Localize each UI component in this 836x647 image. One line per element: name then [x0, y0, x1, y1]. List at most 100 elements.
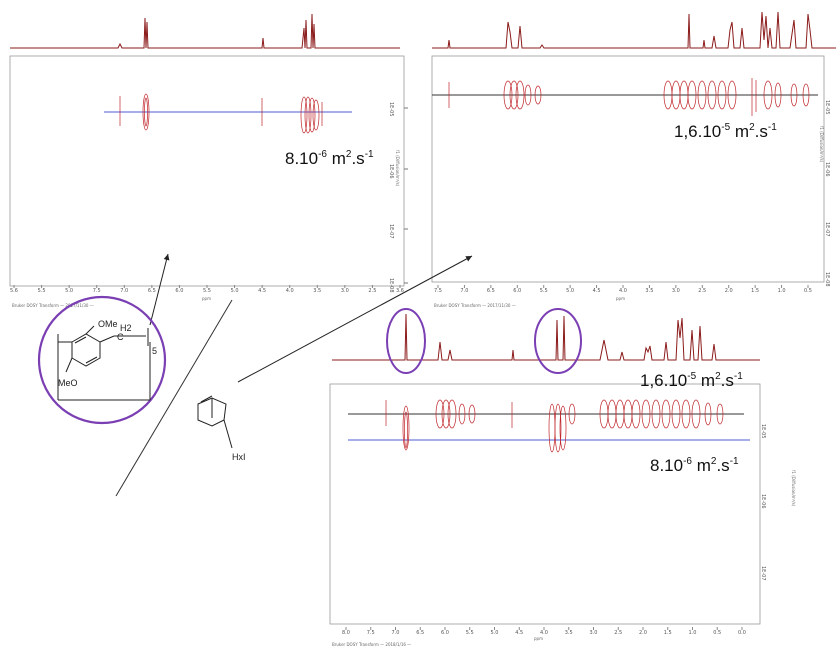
br-y-label: f1 (Diffusion/m²/s) — [791, 470, 796, 507]
x-tick-label: 4.0 — [286, 288, 294, 294]
x-tick-label: 5.0 — [65, 288, 73, 294]
tl-ytick-1: 1E-06 — [388, 164, 394, 179]
x-tick-label: 2.5 — [698, 288, 706, 294]
tr-x-label: ppm — [616, 296, 625, 301]
pillararene-n: 5 — [152, 346, 157, 356]
tl-footer: Bruker DOSY Transform — 2017/11/30 — — [12, 303, 94, 308]
x-tick-label: 7.5 — [93, 288, 101, 294]
tr-plot-frame — [431, 55, 825, 283]
br-ytick-2: 1E-07 — [760, 566, 766, 581]
x-tick-label: 6.5 — [148, 288, 156, 294]
pillararene-ch2: C — [117, 332, 124, 342]
x-tick-label: 5.5 — [203, 288, 211, 294]
panel-top-left: 1E-05 1E-06 1E-07 1E-08 f1 (Diffusion/m²… — [9, 13, 408, 308]
tr-ytick-1: 1E-06 — [824, 162, 830, 177]
arrows — [115, 253, 473, 497]
guest-label: HxI — [232, 452, 246, 462]
x-tick-label: 2.0 — [725, 288, 733, 294]
br-cross-peaks — [385, 399, 724, 453]
tr-cross-peaks — [448, 78, 810, 116]
x-tick-label: 4.0 — [619, 288, 627, 294]
tr-ytick-0: 1E-05 — [824, 100, 830, 115]
x-tick-label: 3.0 — [672, 288, 680, 294]
x-tick-label: 2.5 — [368, 288, 376, 294]
tr-y-label: f1 (Diffusion/m²/s) — [819, 126, 824, 163]
x-tick-label: 3.5 — [565, 630, 573, 636]
tr-y-ticks: 1E-05 1E-06 1E-07 1E-08 — [824, 100, 830, 287]
tl-1d-spectrum — [10, 13, 400, 49]
pillararene-ome-top: OMe — [98, 319, 118, 329]
tl-plot-frame — [9, 55, 405, 287]
x-tick-label: 0.0 — [738, 630, 746, 636]
br-footer: Bruker DOSY Transform — 2018/1/16 — — [332, 642, 411, 647]
x-tick-label: 5.0 — [231, 288, 239, 294]
x-tick-label: 5.0 — [491, 630, 499, 636]
x-tick-label: 0.5 — [713, 630, 721, 636]
pillararene-drawing — [57, 325, 151, 401]
x-tick-label: 6.5 — [487, 288, 495, 294]
br-x-ticks: 8.0 7.5 7.0 6.5 6.0 5.5 5.0 4.5 4.0 3.5 3.0 2.5 2.0 1… — [342, 627, 746, 636]
x-tick-label: 6.5 — [416, 630, 424, 636]
x-tick-label: 6.0 — [175, 288, 183, 294]
tl-x-ticks: 5.6 5.5 5.0 7.5 7.0 6.5 6.0 5.5 5.0 4.5 4.0 3.5 3.0 2… — [10, 285, 404, 294]
x-tick-label: 5.0 — [566, 288, 574, 294]
x-tick-label: 7.5 — [367, 630, 375, 636]
x-tick-label: 5.5 — [466, 630, 474, 636]
arrow-to-top-left — [149, 253, 170, 326]
pillararene-highlight-circle — [37, 295, 167, 425]
x-tick-label: 4.5 — [515, 630, 523, 636]
tl-x-label: ppm — [202, 296, 211, 301]
x-tick-label: 5.6 — [10, 288, 18, 294]
br-1d-spectrum — [332, 313, 760, 361]
x-tick-label: 5.5 — [540, 288, 548, 294]
br-highlight-circle-2 — [534, 308, 582, 374]
br-ytick-1: 1E-06 — [760, 494, 766, 509]
tl-y-label: f1 (Diffusion/m²/s) — [395, 150, 400, 187]
x-tick-label: 2.5 — [614, 630, 622, 636]
tr-ytick-3: 1E-08 — [824, 272, 830, 287]
tl-ytick-2: 1E-07 — [388, 224, 394, 239]
x-tick-label: 4.0 — [540, 630, 548, 636]
pillararene-structure: OMe MeO C H2 5 — [37, 295, 167, 425]
x-tick-label: 3.5 — [313, 288, 321, 294]
x-tick-label: 6.0 — [513, 288, 521, 294]
x-tick-label: 3.5 — [645, 288, 653, 294]
x-tick-label: 2.0 — [639, 630, 647, 636]
pillararene-h2: H2 — [120, 323, 132, 333]
tl-ytick-0: 1E-05 — [388, 102, 394, 117]
tr-footer: Bruker DOSY Transform — 2017/11/30 — — [434, 303, 516, 308]
x-tick-label: 7.5 — [434, 288, 442, 294]
x-tick-label: 1.0 — [778, 288, 786, 294]
tl-ytick-3: 1E-08 — [388, 278, 394, 293]
x-tick-label: 8.0 — [342, 630, 350, 636]
br-diffusion-label-1: 1,6.10-5 m2.s-1 — [640, 371, 743, 390]
x-tick-label: 1.5 — [751, 288, 759, 294]
tl-y-ticks: 1E-05 1E-06 1E-07 1E-08 — [388, 102, 408, 293]
x-tick-label: 3.0 — [341, 288, 349, 294]
br-highlight-circle-1 — [386, 308, 426, 374]
x-tick-label: 7.0 — [120, 288, 128, 294]
x-tick-label: 1.0 — [689, 630, 697, 636]
panel-top-right: 1E-05 1E-06 1E-07 1E-08 f1 (Diffusion/m²… — [431, 11, 836, 308]
tr-x-ticks: 7.5 7.0 6.5 6.0 5.5 5.0 4.5 4.0 3.5 3.0 2.5 2.0 1.5 1… — [434, 285, 812, 294]
x-tick-label: 4.5 — [593, 288, 601, 294]
br-x-label: ppm — [534, 636, 543, 641]
x-tick-label: 6.0 — [441, 630, 449, 636]
x-tick-label: 3.0 — [590, 630, 598, 636]
divider-slash — [115, 299, 233, 497]
tl-cross-peaks — [119, 93, 323, 134]
tr-diffusion-label: 1,6.10-5 m2.s-1 — [674, 122, 777, 141]
br-diffusion-label-2: 8.10-6 m2.s-1 — [650, 456, 739, 475]
x-tick-label: 5.5 — [38, 288, 46, 294]
tl-diffusion-label: 8.10-6 m2.s-1 — [285, 149, 374, 168]
x-tick-label: 1.5 — [664, 630, 672, 636]
br-y-ticks: 1E-05 1E-06 1E-07 — [760, 424, 766, 581]
tr-ytick-2: 1E-07 — [824, 222, 830, 237]
x-tick-label: 7.0 — [460, 288, 468, 294]
pillararene-ome-bottom: MeO — [58, 378, 78, 388]
guest-structure: HxI — [197, 395, 246, 462]
norbornene-drawing — [197, 395, 233, 449]
x-tick-label: 0.5 — [804, 288, 812, 294]
x-tick-label: 3.6 — [396, 288, 404, 294]
